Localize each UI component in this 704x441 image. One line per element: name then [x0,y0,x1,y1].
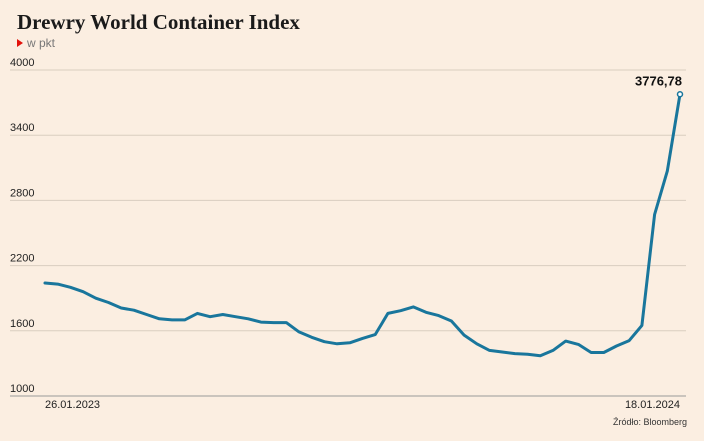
series-line [43,92,682,358]
y-tick-label: 3400 [10,122,34,134]
chart-subtitle: w pkt [17,36,55,50]
subtitle-text: w pkt [27,36,56,50]
x-tick-label-end: 18.01.2024 [625,399,680,411]
y-tick-label: 2200 [10,253,34,265]
last-point-marker [676,91,684,98]
source-note: Źródło: Bloomberg [612,417,687,427]
y-tick-label: 1000 [10,383,34,395]
x-tick-label-start: 26.01.2023 [45,399,100,411]
y-tick-label: 2800 [10,187,34,199]
y-tick-label: 4000 [10,57,34,69]
chart-title: Drewry World Container Index [17,10,300,34]
last-value-label: 3776,78 [635,73,682,88]
subtitle-marker-icon [17,39,23,47]
y-tick-label: 1600 [10,318,34,330]
